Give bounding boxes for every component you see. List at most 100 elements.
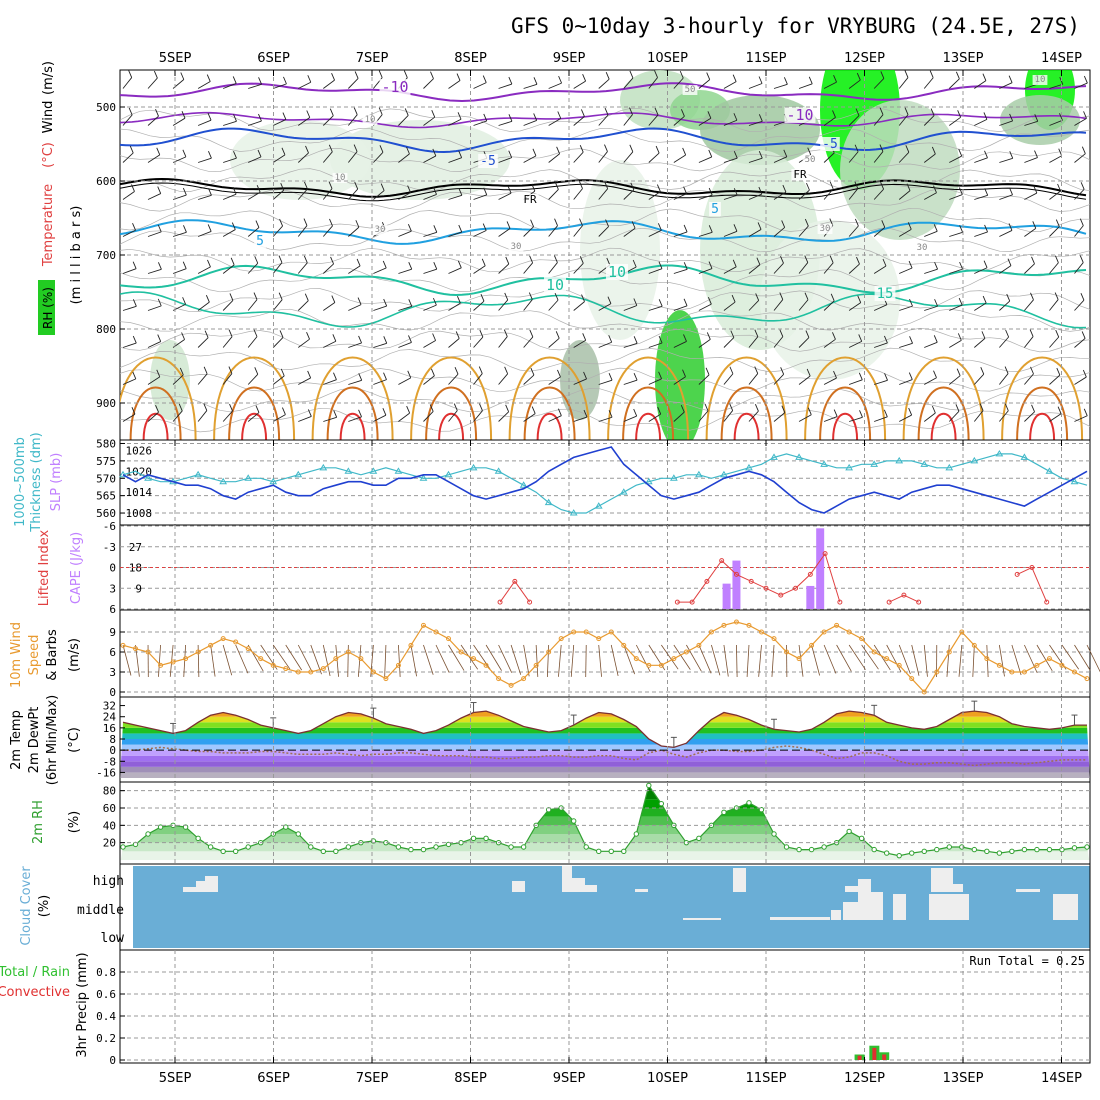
wind-barb (448, 231, 462, 237)
wind-barb (297, 188, 308, 200)
wind-barb-flag (278, 292, 283, 300)
wind-barb (898, 77, 909, 89)
top-date-label: 9SEP (553, 51, 586, 66)
wind-barb-flag (506, 221, 511, 229)
wind-barb-flag (281, 407, 286, 415)
wind-barb (373, 379, 387, 385)
wind-barb-flag (1081, 331, 1086, 339)
rh-point (520, 844, 527, 850)
wind-barb (748, 336, 759, 348)
thickness-point (119, 470, 127, 478)
wind-barb (1074, 117, 1087, 126)
wind-barb-flag (933, 370, 937, 378)
wind-barb-flag (733, 188, 738, 196)
middle-cloud (858, 892, 883, 920)
rh-point (921, 848, 927, 855)
contour-label-bg (508, 242, 524, 252)
wind-barb (748, 120, 763, 126)
cape-axis-label: CAPE (J/kg) (69, 532, 84, 604)
wind-barb (573, 416, 588, 422)
wind-barb (924, 377, 937, 385)
wind-barb (398, 115, 409, 126)
wind-barb-flag (157, 224, 162, 233)
wind-barb-flag (633, 372, 638, 381)
wind-barb (798, 414, 812, 422)
surface-wind-barb (247, 644, 264, 672)
wind-barb-flag (1029, 329, 1034, 337)
rh-point (796, 846, 802, 853)
wind-barb-flag (128, 70, 133, 78)
wind-barb-flag (1030, 292, 1034, 301)
wind-barb-flag (433, 225, 438, 233)
wind-barb-flag (1080, 182, 1085, 190)
y-tick-label: 3 (109, 666, 116, 679)
wind-barb (423, 78, 434, 89)
slp-tick-label: 1008 (126, 507, 153, 520)
wind-barb-flag (378, 70, 383, 78)
wind-barb (272, 262, 283, 274)
surface-wind-barb (623, 644, 635, 675)
wind-speed-point (558, 636, 564, 642)
wind-barb (322, 188, 333, 200)
wind-barb-flag (479, 329, 484, 338)
wind-barb (973, 373, 985, 385)
wind-barb (222, 300, 234, 311)
wind-barb-flag (707, 296, 712, 305)
temp-band (120, 761, 1090, 767)
surface-wind-barb (485, 644, 502, 671)
rh-shading (560, 340, 600, 420)
wind-barb-flag (582, 333, 587, 341)
wind-barb-flag (781, 405, 786, 413)
wind-barb-flag (880, 181, 885, 190)
minmax-axis-label: (6hr Min/Max) (45, 695, 60, 785)
wind-barb (523, 374, 535, 385)
wind-barb-flag (1057, 406, 1062, 414)
rh-point (157, 824, 164, 830)
wind-barb (848, 379, 863, 385)
wind-barb-flag (331, 72, 335, 81)
rh-point (433, 844, 439, 850)
wind-barb (873, 188, 884, 200)
wind-barb-flag (403, 70, 408, 78)
wind-barb-flag (132, 299, 137, 307)
y-tick-label: 9 (109, 626, 116, 639)
thickness-point (644, 477, 653, 485)
wind-barb (197, 81, 211, 89)
wind-barb-flag (1009, 151, 1014, 159)
contour-label: 50 (685, 85, 696, 95)
wind-barb (473, 265, 486, 274)
wind-barb-flag (557, 369, 561, 378)
wind-barb-flag (280, 368, 285, 377)
wind-barb-flag (256, 185, 261, 193)
wind-barb (773, 374, 784, 385)
contour-label: 50 (805, 155, 816, 165)
wind-barb-flag (233, 114, 237, 122)
wind-barb-flag (758, 186, 763, 195)
contour-label-bg (682, 85, 698, 95)
thickness-axis-label: 1000~500mb (13, 437, 28, 527)
wind-speed-point (471, 656, 477, 662)
wind-barb-flag (933, 335, 938, 343)
wind-barb (298, 377, 311, 385)
isotherm-loop (832, 412, 859, 440)
wind-barb-flag (529, 255, 534, 263)
wind-barb (573, 225, 583, 237)
wind-barb (873, 265, 887, 274)
wind-barb-flag (754, 366, 759, 374)
wind-barb-flag (959, 261, 963, 270)
wind-barb (773, 191, 787, 200)
contour-label: 5 (711, 202, 719, 217)
cape-tick-label: 9 (135, 582, 142, 595)
wind-barb (798, 225, 809, 237)
wind-barb-flag (930, 108, 935, 116)
li-point (733, 571, 739, 577)
rh-point (946, 844, 952, 850)
wind-barb-flag (704, 403, 709, 412)
bottom-date-label: 6SEP (257, 1071, 290, 1086)
wind-barb (398, 268, 412, 274)
wind-barb-flag (633, 336, 638, 344)
surface-wind-barb (798, 644, 804, 677)
wind-barb-flag (208, 188, 212, 196)
rh-2m-panel: 20 40 60 80 2m RH (%) (31, 781, 1091, 865)
wind-barb (798, 83, 813, 89)
